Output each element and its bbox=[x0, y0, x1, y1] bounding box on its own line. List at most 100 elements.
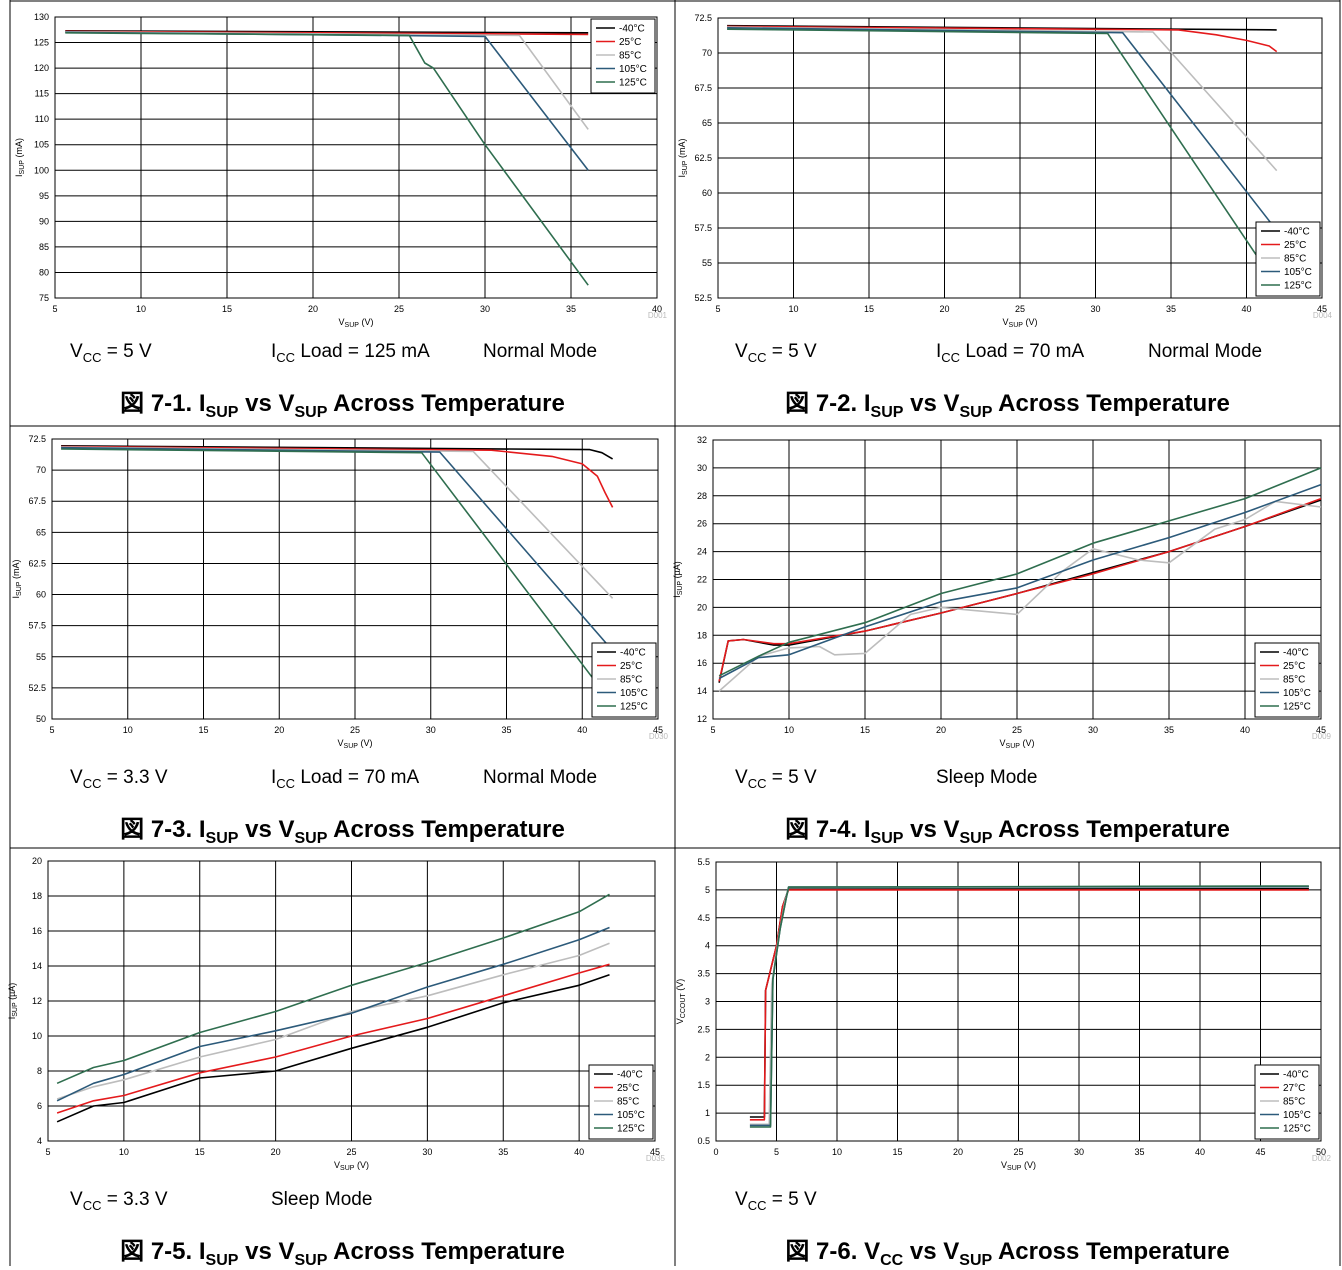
caption-part: SUP bbox=[294, 403, 328, 421]
legend-label: 85°C bbox=[619, 51, 641, 62]
legend-label: 105°C bbox=[1284, 267, 1312, 278]
condition-vcc-value: = 5 V bbox=[766, 1189, 817, 1210]
x-tick-label: 35 bbox=[1166, 304, 1176, 314]
figure-code: D030 bbox=[649, 732, 669, 741]
caption-part: Across Temperature bbox=[992, 816, 1230, 843]
y-tick-label: 65 bbox=[36, 527, 46, 537]
caption-part: SUP bbox=[205, 829, 239, 847]
x-tick-label: 20 bbox=[936, 725, 946, 735]
legend-label: -40°C bbox=[1283, 1070, 1309, 1081]
y-axis-label: ISUP (µA) bbox=[7, 983, 19, 1020]
y-tick-label: 16 bbox=[697, 658, 707, 668]
series-line-125°C bbox=[56, 893, 610, 1085]
legend-label: -40°C bbox=[617, 1070, 643, 1081]
caption-part: vs V bbox=[238, 816, 295, 843]
caption-part: SUP bbox=[294, 1251, 328, 1269]
legend-label: 85°C bbox=[1283, 1097, 1305, 1108]
caption-part: vs V bbox=[238, 1238, 295, 1265]
series-line--40°C bbox=[749, 887, 1309, 1118]
y-tick-label: 10 bbox=[32, 1031, 42, 1041]
series-line-125°C bbox=[727, 28, 1263, 264]
legend-label: 25°C bbox=[1284, 240, 1306, 251]
y-axis-label: ISUP (mA) bbox=[14, 138, 26, 177]
condition-mode: Sleep Mode bbox=[936, 767, 1038, 788]
y-tick-label: 12 bbox=[697, 714, 707, 724]
y-tick-label: 72.5 bbox=[28, 434, 46, 444]
y-tick-label: 72.5 bbox=[694, 13, 712, 23]
x-tick-label: 5 bbox=[49, 725, 54, 735]
caption-part: SUP bbox=[959, 829, 993, 847]
y-tick-label: 120 bbox=[34, 63, 49, 73]
y-tick-label: 110 bbox=[35, 114, 49, 124]
legend: -40°C 25°C 85°C 105°C 125°C bbox=[588, 1064, 654, 1140]
legend-label: 105°C bbox=[1283, 1110, 1311, 1121]
legend-box bbox=[591, 642, 657, 718]
y-tick-label: 52.5 bbox=[694, 293, 712, 303]
legend-label: -40°C bbox=[1284, 227, 1310, 238]
x-tick-label: 5 bbox=[52, 304, 57, 314]
condition-vcc-symbol: V bbox=[735, 1189, 748, 1210]
y-tick-label: 115 bbox=[35, 89, 49, 99]
x-tick-label: 20 bbox=[271, 1147, 281, 1157]
legend-label: 125°C bbox=[620, 702, 648, 713]
y-tick-label: 62.5 bbox=[28, 558, 46, 568]
y-tick-label: 1 bbox=[705, 1108, 710, 1118]
figure-caption: 図 7-5. ISUP vs VSUP Across Temperature bbox=[10, 1231, 675, 1270]
y-tick-label: 26 bbox=[697, 519, 707, 529]
condition-mode: Normal Mode bbox=[483, 767, 598, 788]
legend-box bbox=[1255, 221, 1321, 297]
series-line-105°C bbox=[749, 885, 1309, 1127]
y-tick-label: 20 bbox=[697, 602, 707, 612]
y-tick-label: 14 bbox=[697, 686, 707, 696]
legend-label: 105°C bbox=[617, 1110, 645, 1121]
condition-vcc: VCC = 5 V bbox=[735, 1189, 817, 1213]
figure-code: D035 bbox=[646, 1154, 666, 1163]
condition-vcc-symbol: V bbox=[70, 767, 83, 788]
legend: -40°C 25°C 85°C 105°C 125°C bbox=[591, 642, 657, 718]
x-tick-label: 30 bbox=[1074, 1147, 1084, 1157]
y-tick-label: 52.5 bbox=[28, 683, 46, 693]
series-line-105°C bbox=[718, 483, 1322, 680]
caption-part: SUP bbox=[870, 403, 904, 421]
legend-label: 105°C bbox=[620, 688, 648, 699]
y-tick-label: 67.5 bbox=[694, 83, 712, 93]
condition-load-value: Load = 125 mA bbox=[295, 341, 430, 362]
condition-vcc: VCC = 5 V bbox=[735, 341, 817, 365]
condition-load-value: Load = 70 mA bbox=[295, 767, 420, 788]
series-line-25°C bbox=[56, 963, 610, 1114]
y-tick-label: 65 bbox=[702, 118, 712, 128]
caption-part: SUP bbox=[205, 403, 239, 421]
x-tick-label: 10 bbox=[788, 304, 798, 314]
caption-part: 図 7-6. bbox=[785, 1238, 858, 1265]
condition-load-value: Load = 70 mA bbox=[960, 341, 1085, 362]
legend-label: 125°C bbox=[1283, 702, 1311, 713]
figure-code: D004 bbox=[1313, 311, 1333, 320]
condition-vcc-value: = 5 V bbox=[766, 767, 817, 788]
series-line-85°C bbox=[56, 942, 610, 1100]
y-tick-label: 4.5 bbox=[697, 913, 710, 923]
condition-mode: Normal Mode bbox=[483, 341, 598, 362]
condition-load: ICC Load = 70 mA bbox=[936, 341, 1084, 365]
caption-part: vs V bbox=[903, 390, 960, 417]
x-axis-label: VSUP (V) bbox=[339, 317, 374, 329]
legend-label: 85°C bbox=[1283, 675, 1305, 686]
condition-load-subscript: CC bbox=[276, 349, 296, 365]
legend-label: 125°C bbox=[1284, 281, 1312, 292]
caption-part: 図 7-5. bbox=[120, 1238, 193, 1265]
y-tick-label: 6 bbox=[37, 1101, 42, 1111]
legend-box bbox=[588, 1064, 654, 1140]
x-tick-label: 35 bbox=[498, 1147, 508, 1157]
series-line-105°C bbox=[56, 926, 610, 1102]
y-axis-label: ISUP (mA) bbox=[677, 139, 689, 178]
x-tick-label: 15 bbox=[195, 1147, 205, 1157]
caption-part: Across Temperature bbox=[992, 1238, 1230, 1265]
x-tick-label: 15 bbox=[864, 304, 874, 314]
figure-caption: 図 7-3. ISUP vs VSUP Across Temperature bbox=[10, 809, 675, 848]
caption-part: SUP bbox=[959, 403, 993, 421]
legend-label: 125°C bbox=[1283, 1124, 1311, 1135]
